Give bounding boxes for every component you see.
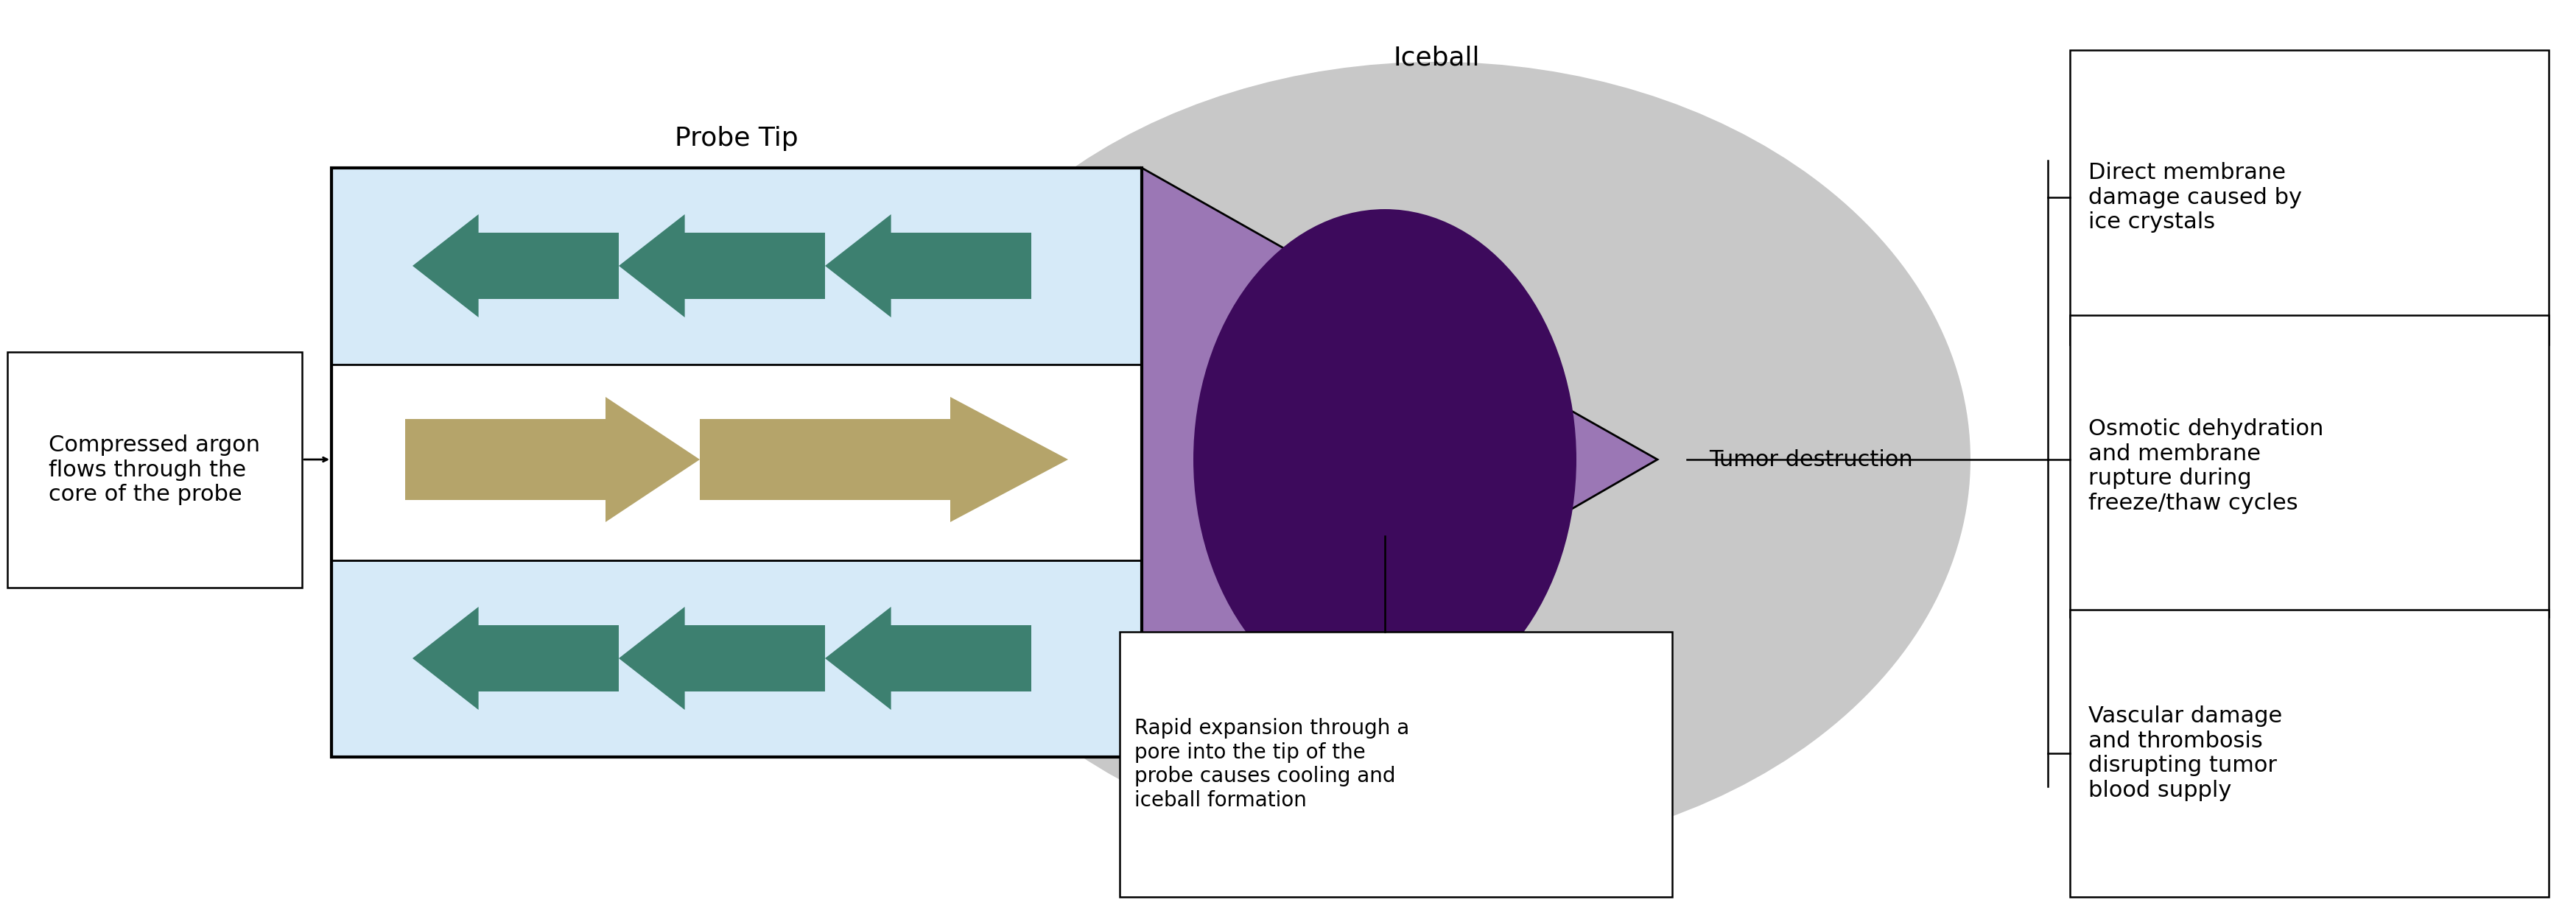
Text: Tumor destruction: Tumor destruction [1708,448,1914,471]
Text: Vascular damage
and thrombosis
disrupting tumor
blood supply: Vascular damage and thrombosis disruptin… [2089,706,2282,801]
Text: Compressed argon
flows through the
core of the probe: Compressed argon flows through the core … [49,435,260,505]
FancyBboxPatch shape [2071,609,2548,897]
Polygon shape [824,607,1030,709]
Bar [332,561,1141,757]
Text: Osmotic dehydration
and membrane
rupture during
freeze/thaw cycles: Osmotic dehydration and membrane rupture… [2089,418,2324,514]
Polygon shape [824,214,1030,317]
FancyBboxPatch shape [8,352,301,587]
Ellipse shape [1193,210,1577,709]
Polygon shape [404,397,701,522]
Polygon shape [412,607,618,709]
Polygon shape [1141,168,1656,757]
Bar [332,168,1141,365]
Polygon shape [412,214,618,317]
Bar [332,168,1141,757]
Text: Rapid expansion through a
pore into the tip of the
probe causes cooling and
iceb: Rapid expansion through a pore into the … [1133,719,1409,811]
FancyBboxPatch shape [2071,50,2548,345]
Ellipse shape [902,62,1971,857]
Text: Probe Tip: Probe Tip [675,126,799,151]
Polygon shape [618,607,824,709]
Bar [332,365,1141,757]
FancyBboxPatch shape [1121,632,1672,897]
Text: Iceball: Iceball [1394,45,1479,70]
Polygon shape [618,214,824,317]
Text: Direct membrane
damage caused by
ice crystals: Direct membrane damage caused by ice cry… [2089,162,2303,233]
Polygon shape [701,397,1069,522]
FancyBboxPatch shape [2071,315,2548,617]
